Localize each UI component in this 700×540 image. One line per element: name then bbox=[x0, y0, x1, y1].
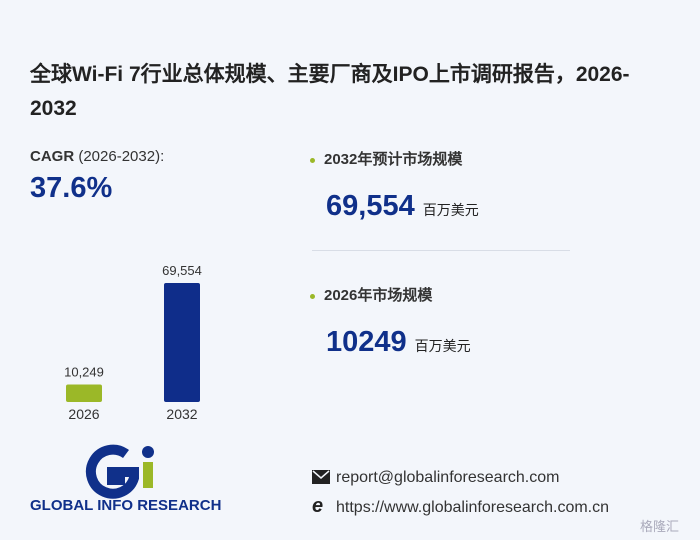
bar-chart: 10,249 2026 69,554 2032 bbox=[64, 263, 202, 422]
bar bbox=[164, 283, 200, 402]
stat-unit: 百万美元 bbox=[422, 202, 479, 218]
stat-label: 2032年预计市场规模 bbox=[310, 148, 462, 169]
cagr-period: (2026-2032): bbox=[78, 148, 165, 165]
x-tick-label: 2032 bbox=[166, 406, 197, 422]
stat-value: 69,554 bbox=[326, 190, 415, 222]
logo-dot bbox=[142, 446, 154, 458]
stat-value-row: 10249 百万美元 bbox=[326, 326, 471, 359]
logo: GLOBAL INFO RESEARCH bbox=[30, 444, 221, 514]
value-label: 10,249 bbox=[64, 364, 104, 379]
cagr-value: 37.6% bbox=[30, 172, 113, 204]
logo-i bbox=[143, 462, 153, 488]
stat-label-text: 2026年市场规模 bbox=[324, 287, 433, 304]
stat-label: 2026年市场规模 bbox=[310, 284, 432, 305]
stat-label-text: 2032年预计市场规模 bbox=[324, 151, 463, 168]
cagr-label: CAGR bbox=[30, 148, 75, 165]
email: report@globalinforesearch.com bbox=[336, 469, 560, 486]
cagr-label-row: CAGR (2026-2032): bbox=[30, 148, 164, 165]
web-icon: e bbox=[312, 495, 324, 517]
bar bbox=[66, 384, 102, 402]
logo-text: GLOBAL INFO RESEARCH bbox=[30, 497, 221, 514]
x-tick-label: 2026 bbox=[68, 406, 99, 422]
title: 全球Wi-Fi 7行业总体规模、主要厂商及IPO上市调研报告，2026-2032 bbox=[30, 63, 630, 120]
stat-value: 10249 bbox=[326, 326, 407, 358]
source-mark: 格隆汇 bbox=[640, 519, 680, 534]
logo-g bbox=[85, 444, 139, 499]
stat-value-row: 69,554 百万美元 bbox=[326, 190, 479, 223]
value-label: 69,554 bbox=[162, 263, 202, 278]
email-icon bbox=[312, 470, 330, 484]
website: https://www.globalinforesearch.com.cn bbox=[336, 499, 610, 516]
divider bbox=[312, 250, 570, 251]
stat-unit: 百万美元 bbox=[414, 338, 471, 354]
